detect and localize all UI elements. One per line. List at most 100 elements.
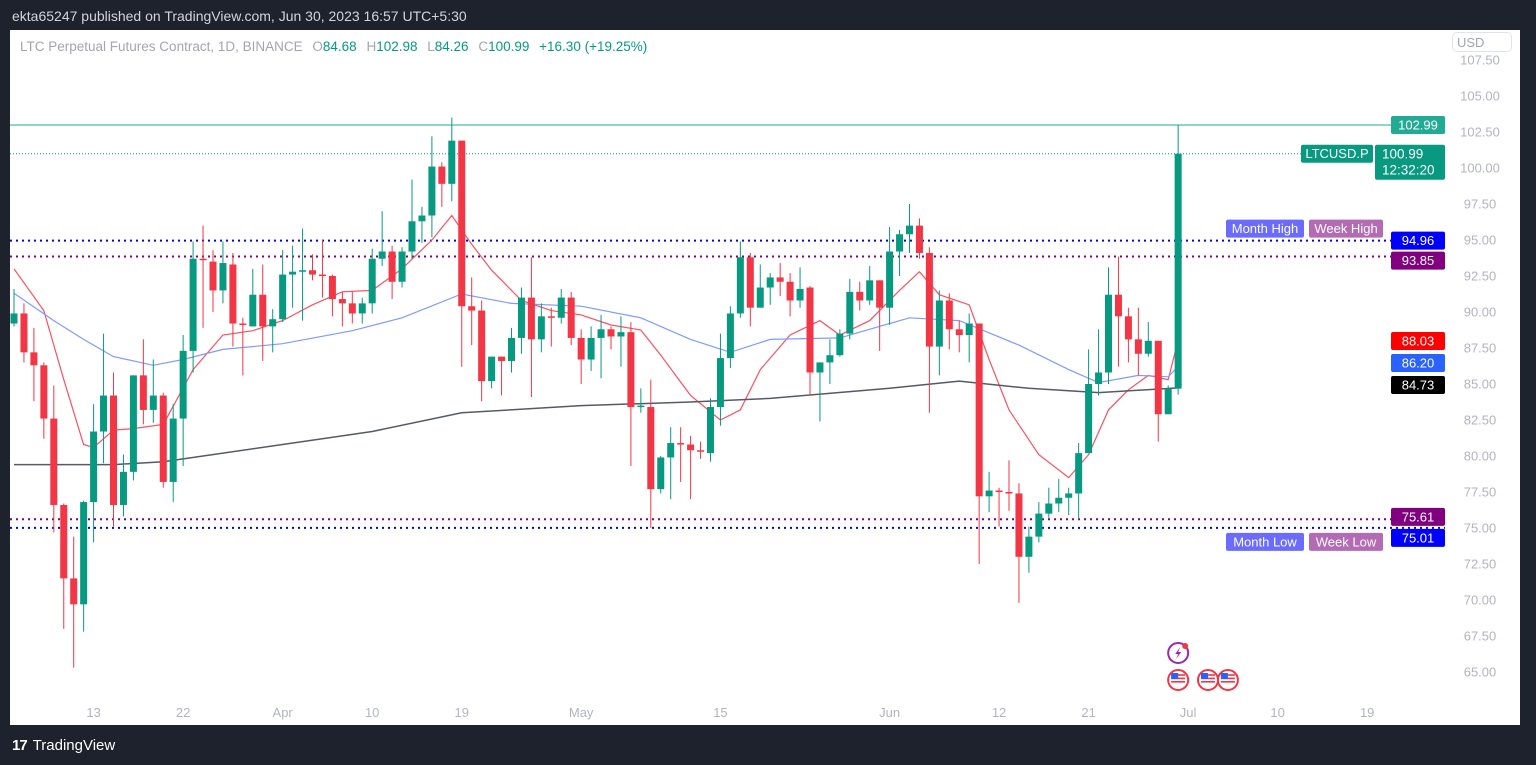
candle-body xyxy=(1045,503,1053,514)
high-value: 102.98 xyxy=(376,39,418,54)
candle-body xyxy=(279,274,287,320)
candle-body xyxy=(1025,536,1033,557)
candle xyxy=(159,392,167,488)
candle-body xyxy=(169,418,177,482)
candle-body xyxy=(726,313,734,359)
candle-body xyxy=(816,362,824,373)
candle xyxy=(746,252,754,327)
candle-body xyxy=(428,166,436,216)
candle xyxy=(1085,349,1093,454)
candle-body xyxy=(1114,294,1122,317)
candle xyxy=(577,329,585,384)
flag-canton xyxy=(1171,673,1179,679)
candle-body xyxy=(328,276,336,300)
candle xyxy=(766,273,774,305)
candle xyxy=(478,300,486,402)
price-tick-label: 90.00 xyxy=(1464,305,1497,320)
ema-fast-tag-text: 88.03 xyxy=(1402,334,1435,349)
candle xyxy=(945,293,953,350)
candle xyxy=(786,273,794,317)
ohlc-legend: LTC Perpetual Futures Contract, 1D, BINA… xyxy=(20,39,647,54)
candle-body xyxy=(418,215,426,222)
candle xyxy=(935,290,943,376)
candle-body xyxy=(1124,316,1132,340)
candle xyxy=(348,291,356,324)
candle xyxy=(726,306,734,369)
candle-body xyxy=(10,313,18,324)
candle xyxy=(358,297,366,324)
candle xyxy=(189,241,197,373)
ma-slow-tag-text: 84.73 xyxy=(1402,378,1435,393)
candle xyxy=(408,179,416,259)
candle xyxy=(697,441,705,459)
price-tick-label: 97.50 xyxy=(1464,197,1497,212)
candle-body xyxy=(1035,513,1043,537)
candle xyxy=(1154,340,1162,442)
candle-body xyxy=(906,225,913,235)
ema-fast-tag: 88.03 xyxy=(1391,332,1445,350)
candle-body xyxy=(20,313,28,353)
candle-body xyxy=(1055,497,1063,504)
candle xyxy=(906,204,913,253)
candle xyxy=(667,427,675,500)
candle-body xyxy=(478,310,486,382)
candle xyxy=(657,456,665,494)
candle xyxy=(607,326,615,350)
candle xyxy=(1015,483,1023,603)
candle-body xyxy=(60,504,68,579)
candle xyxy=(537,303,545,353)
candle-body xyxy=(488,356,496,382)
candle-body xyxy=(677,443,685,445)
price-tick-label: 92.50 xyxy=(1464,269,1497,284)
level-label-text: Month Low xyxy=(1233,534,1297,549)
candle xyxy=(1105,267,1112,384)
candle-body xyxy=(697,450,705,452)
candle xyxy=(836,329,844,357)
close-key: C xyxy=(478,39,489,54)
candle xyxy=(1075,443,1083,520)
publisher-line: ekta65247 published on TradingView.com, … xyxy=(12,8,467,24)
candle-body xyxy=(567,297,575,338)
candle-body xyxy=(1105,294,1112,373)
candle xyxy=(338,291,346,327)
candle xyxy=(139,339,147,425)
low-key: L xyxy=(427,39,435,54)
chart-panel[interactable] xyxy=(10,30,1520,725)
level-price-tag-text: 93.85 xyxy=(1402,253,1435,268)
candle-body xyxy=(796,288,804,301)
candle xyxy=(1164,385,1172,415)
level-price-tag-bg xyxy=(1391,528,1445,547)
candle xyxy=(50,385,58,533)
candle xyxy=(826,339,834,384)
flag-canton xyxy=(1220,673,1228,679)
level-price-tag-bg xyxy=(1391,507,1445,526)
currency-button[interactable]: USD xyxy=(1452,32,1512,52)
price-tick-label: 85.00 xyxy=(1464,377,1497,392)
candle xyxy=(846,278,854,340)
candle-body xyxy=(90,431,98,503)
candle xyxy=(428,136,436,238)
level-price-tag-bg xyxy=(1391,251,1445,270)
candle-body xyxy=(607,329,615,337)
candle-body xyxy=(239,323,247,326)
tv-logo-icon: 17 xyxy=(12,737,28,754)
price-tick-label: 100.00 xyxy=(1460,161,1500,176)
lightning-icon xyxy=(1167,642,1190,664)
open-value: 84.68 xyxy=(322,39,357,54)
candle xyxy=(1124,307,1132,363)
candle xyxy=(388,245,396,300)
candle xyxy=(259,264,267,361)
candle-body xyxy=(846,291,854,334)
candle-body xyxy=(995,490,1003,493)
price-tick-label: 80.00 xyxy=(1464,449,1497,464)
tradingview-logo[interactable]: 17 TradingView xyxy=(12,737,115,754)
level-label-bg xyxy=(1309,219,1383,238)
candle xyxy=(637,388,645,413)
candle-body xyxy=(1015,493,1023,557)
candle xyxy=(309,254,316,281)
time-tick-label: Jun xyxy=(879,705,900,720)
candle xyxy=(90,404,98,543)
candle xyxy=(239,317,247,376)
candle-body xyxy=(110,395,117,505)
